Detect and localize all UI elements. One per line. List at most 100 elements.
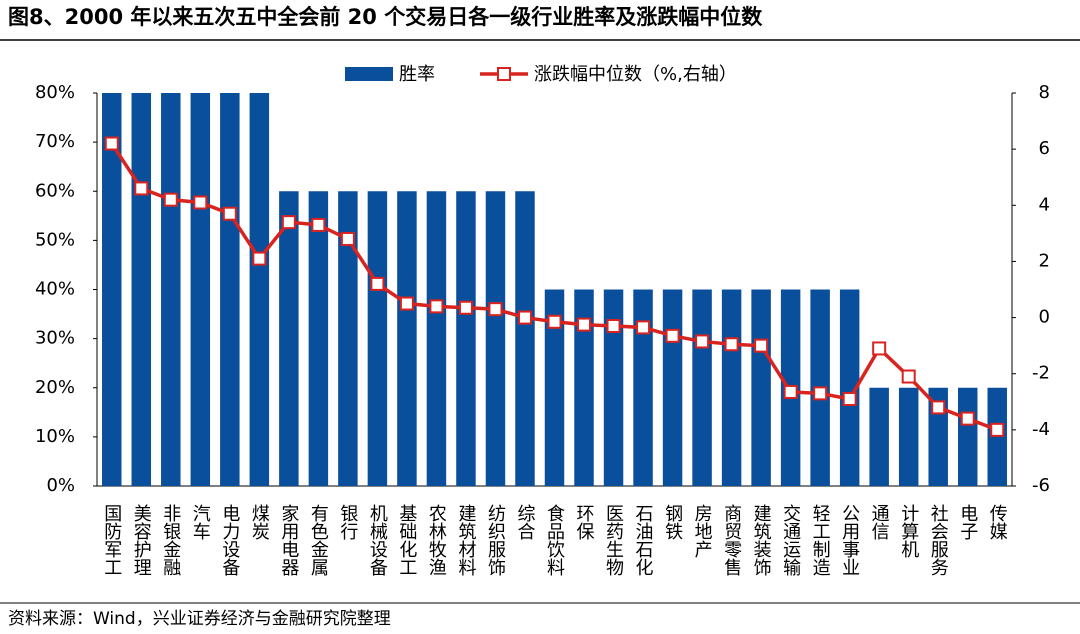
- bar: [662, 289, 683, 486]
- bar: [633, 289, 653, 486]
- x-tick-label: 有色金属: [308, 504, 329, 576]
- x-tick-label: 轻工制造: [810, 504, 831, 576]
- bar: [515, 191, 535, 486]
- bar: [426, 191, 447, 486]
- x-tick-label: 非银金融: [160, 504, 181, 576]
- y-tick-label: 60%: [35, 180, 75, 201]
- x-tick-label: 电子: [957, 504, 978, 540]
- bar: [751, 289, 771, 486]
- y2-tick-label: 2: [1039, 250, 1050, 271]
- line-marker: [636, 320, 651, 335]
- line-marker: [754, 338, 769, 353]
- x-tick-label: 建筑材料: [455, 504, 476, 576]
- legend-swatch: [345, 67, 393, 81]
- y2-tick-label: -2: [1032, 363, 1050, 384]
- x-tick-label: 综合: [514, 504, 535, 540]
- line-marker: [134, 181, 149, 196]
- bar: [957, 387, 978, 486]
- y-tick-label: 40%: [35, 279, 75, 300]
- x-tick-label: 银行: [337, 504, 358, 540]
- bar: [485, 191, 506, 486]
- bar: [190, 93, 211, 486]
- bar: [574, 289, 594, 486]
- x-tick-label: 石油石化: [633, 504, 654, 576]
- bar: [987, 387, 1007, 486]
- legend-swatch: [497, 67, 511, 81]
- x-tick-label: 计算机: [898, 504, 919, 558]
- y-tick-label: 0%: [46, 475, 75, 496]
- x-tick-label: 机械设备: [367, 504, 388, 576]
- x-tick-label: 美容护理: [131, 504, 152, 576]
- line-marker: [252, 251, 267, 266]
- line-marker: [429, 299, 444, 314]
- line-marker: [311, 217, 326, 232]
- line-marker: [931, 400, 946, 415]
- bar: [839, 289, 860, 486]
- line-marker: [281, 215, 296, 230]
- line-marker: [104, 136, 119, 151]
- bar: [544, 289, 565, 486]
- bar: [692, 289, 712, 486]
- line-marker: [458, 300, 473, 315]
- y2-tick-label: 6: [1039, 138, 1050, 159]
- x-tick-label: 商贸零售: [721, 504, 742, 576]
- line-marker: [724, 337, 739, 352]
- y2-tick-label: 0: [1039, 307, 1050, 328]
- bar: [456, 191, 476, 486]
- line-marker: [488, 302, 503, 317]
- x-tick-label: 医药生物: [603, 504, 624, 576]
- bar: [102, 93, 122, 486]
- line-marker: [606, 318, 621, 333]
- x-tick-label: 基础化工: [396, 504, 417, 576]
- y-tick-label: 10%: [35, 426, 75, 447]
- x-tick-label: 交通运输: [780, 504, 801, 577]
- x-tick-label: 社会服务: [928, 504, 949, 576]
- bar: [338, 191, 358, 486]
- line-marker: [193, 195, 208, 210]
- legend-label: 涨跌幅中位数（%,右轴）: [534, 64, 737, 85]
- line-marker: [163, 192, 178, 207]
- source: 资料来源：Wind，兴业证券经济与金融研究院整理: [8, 609, 391, 629]
- bar: [721, 289, 742, 486]
- x-tick-label: 国防军工: [101, 504, 122, 576]
- line-marker: [222, 206, 237, 221]
- y-tick-label: 80%: [35, 82, 75, 103]
- x-tick-label: 家用电器: [278, 504, 299, 576]
- x-tick-label: 通信: [869, 504, 890, 540]
- line-marker: [695, 334, 710, 349]
- line-marker: [340, 231, 355, 246]
- y2-tick-label: -4: [1032, 419, 1050, 440]
- line-marker: [901, 369, 916, 384]
- y-tick-label: 70%: [35, 131, 75, 152]
- x-tick-label: 钢铁: [662, 504, 683, 540]
- y-tick-label: 50%: [35, 229, 75, 250]
- x-tick-label: 煤炭: [249, 504, 270, 540]
- line-marker: [665, 328, 680, 343]
- bar: [131, 93, 152, 486]
- bar: [898, 387, 919, 486]
- x-tick-label: 建筑装饰: [751, 504, 772, 576]
- line-marker: [517, 310, 532, 325]
- line-marker: [813, 386, 828, 401]
- line-marker: [547, 314, 562, 329]
- x-tick-label: 公用事业: [839, 504, 860, 576]
- line-marker: [370, 276, 385, 291]
- line-marker: [960, 411, 975, 426]
- bar: [397, 191, 417, 486]
- y-tick-label: 30%: [35, 328, 75, 349]
- x-tick-label: 食品饮料: [544, 504, 565, 576]
- x-tick-label: 纺织服饰: [485, 504, 506, 576]
- bar: [220, 93, 240, 486]
- bar: [869, 387, 889, 486]
- line-marker: [577, 317, 592, 332]
- x-tick-label: 汽车: [190, 504, 211, 540]
- x-tick-label: 电力设备: [219, 504, 240, 576]
- line-marker: [872, 341, 887, 356]
- y-tick-label: 20%: [35, 377, 75, 398]
- bar: [161, 93, 181, 486]
- bar: [249, 93, 270, 486]
- bar: [279, 191, 299, 486]
- x-tick-label: 传媒: [987, 504, 1008, 540]
- x-tick-label: 农林牧渔: [426, 504, 447, 576]
- bar: [603, 289, 624, 486]
